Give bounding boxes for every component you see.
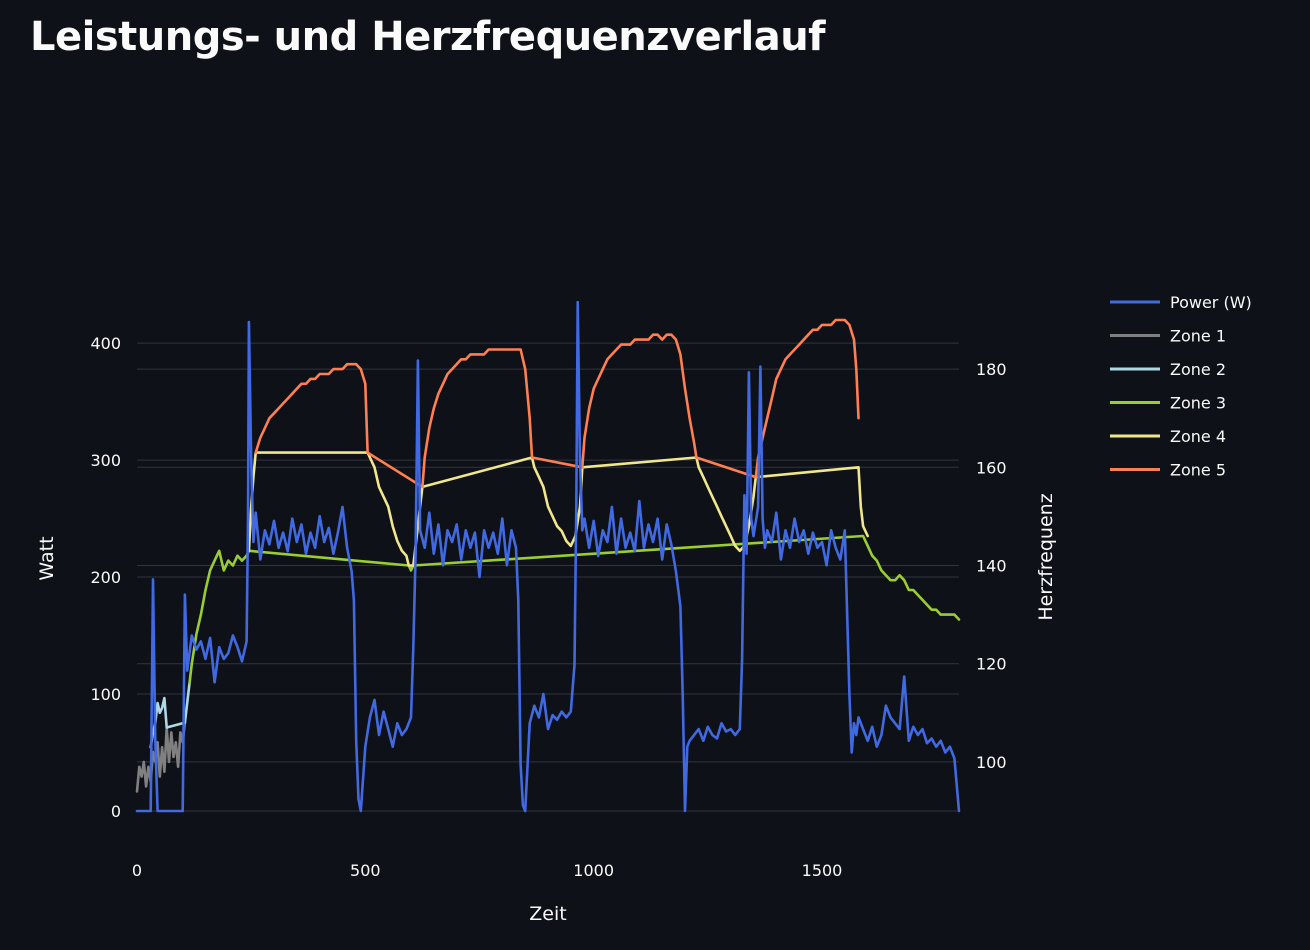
y2-tick-label: 180 bbox=[976, 360, 1007, 379]
legend-label: Zone 4 bbox=[1170, 427, 1226, 446]
legend-item[interactable]: Power (W) bbox=[1110, 293, 1252, 312]
series-line-zone-5 bbox=[254, 318, 860, 489]
y2-tick-label: 100 bbox=[976, 753, 1007, 772]
legend-label: Zone 3 bbox=[1170, 394, 1226, 413]
y2-axis-title: Herzfrequenz bbox=[1035, 493, 1057, 620]
y-tick-label: 300 bbox=[90, 451, 121, 470]
y-tick-label: 0 bbox=[111, 802, 121, 821]
legend-label: Zone 1 bbox=[1170, 327, 1226, 346]
series-line-zone-4 bbox=[247, 451, 869, 567]
plot-area bbox=[135, 300, 961, 813]
legend-label: Zone 2 bbox=[1170, 360, 1226, 379]
page-title: Leistungs- und Herzfrequenzverlauf bbox=[30, 14, 826, 60]
legend-item[interactable]: Zone 1 bbox=[1110, 327, 1226, 346]
y-axis-title: Watt bbox=[36, 536, 58, 580]
grid bbox=[137, 342, 959, 812]
y-tick-label: 400 bbox=[90, 334, 121, 353]
legend-item[interactable]: Zone 3 bbox=[1110, 394, 1226, 413]
series-line-zone-3 bbox=[188, 534, 961, 685]
legend-item[interactable]: Zone 5 bbox=[1110, 461, 1226, 480]
x-tick-label: 500 bbox=[350, 861, 381, 880]
x-tick-label: 1500 bbox=[802, 861, 843, 880]
x-axis-title: Zeit bbox=[529, 903, 566, 925]
legend-item[interactable]: Zone 4 bbox=[1110, 427, 1226, 446]
y2-tick-label: 120 bbox=[976, 655, 1007, 674]
x-tick-label: 1000 bbox=[573, 861, 614, 880]
y2-tick-label: 160 bbox=[976, 458, 1007, 477]
legend[interactable]: Power (W) Zone 1 Zone 2 Zone 3 Zone 4 Zone 5 bbox=[1110, 293, 1252, 480]
y-tick-label: 200 bbox=[90, 568, 121, 587]
x-tick-label: 0 bbox=[132, 861, 142, 880]
series-line-zone-1 bbox=[135, 721, 187, 793]
legend-item[interactable]: Zone 2 bbox=[1110, 360, 1226, 379]
series-line-power-w bbox=[135, 300, 961, 813]
y-tick-label: 100 bbox=[90, 685, 121, 704]
y2-tick-label: 140 bbox=[976, 557, 1007, 576]
legend-label: Power (W) bbox=[1170, 293, 1252, 312]
legend-label: Zone 5 bbox=[1170, 461, 1226, 480]
axes: 0 100 200 300 400 100 120 140 160 180 0 500 1000 1500 bbox=[90, 334, 1006, 880]
